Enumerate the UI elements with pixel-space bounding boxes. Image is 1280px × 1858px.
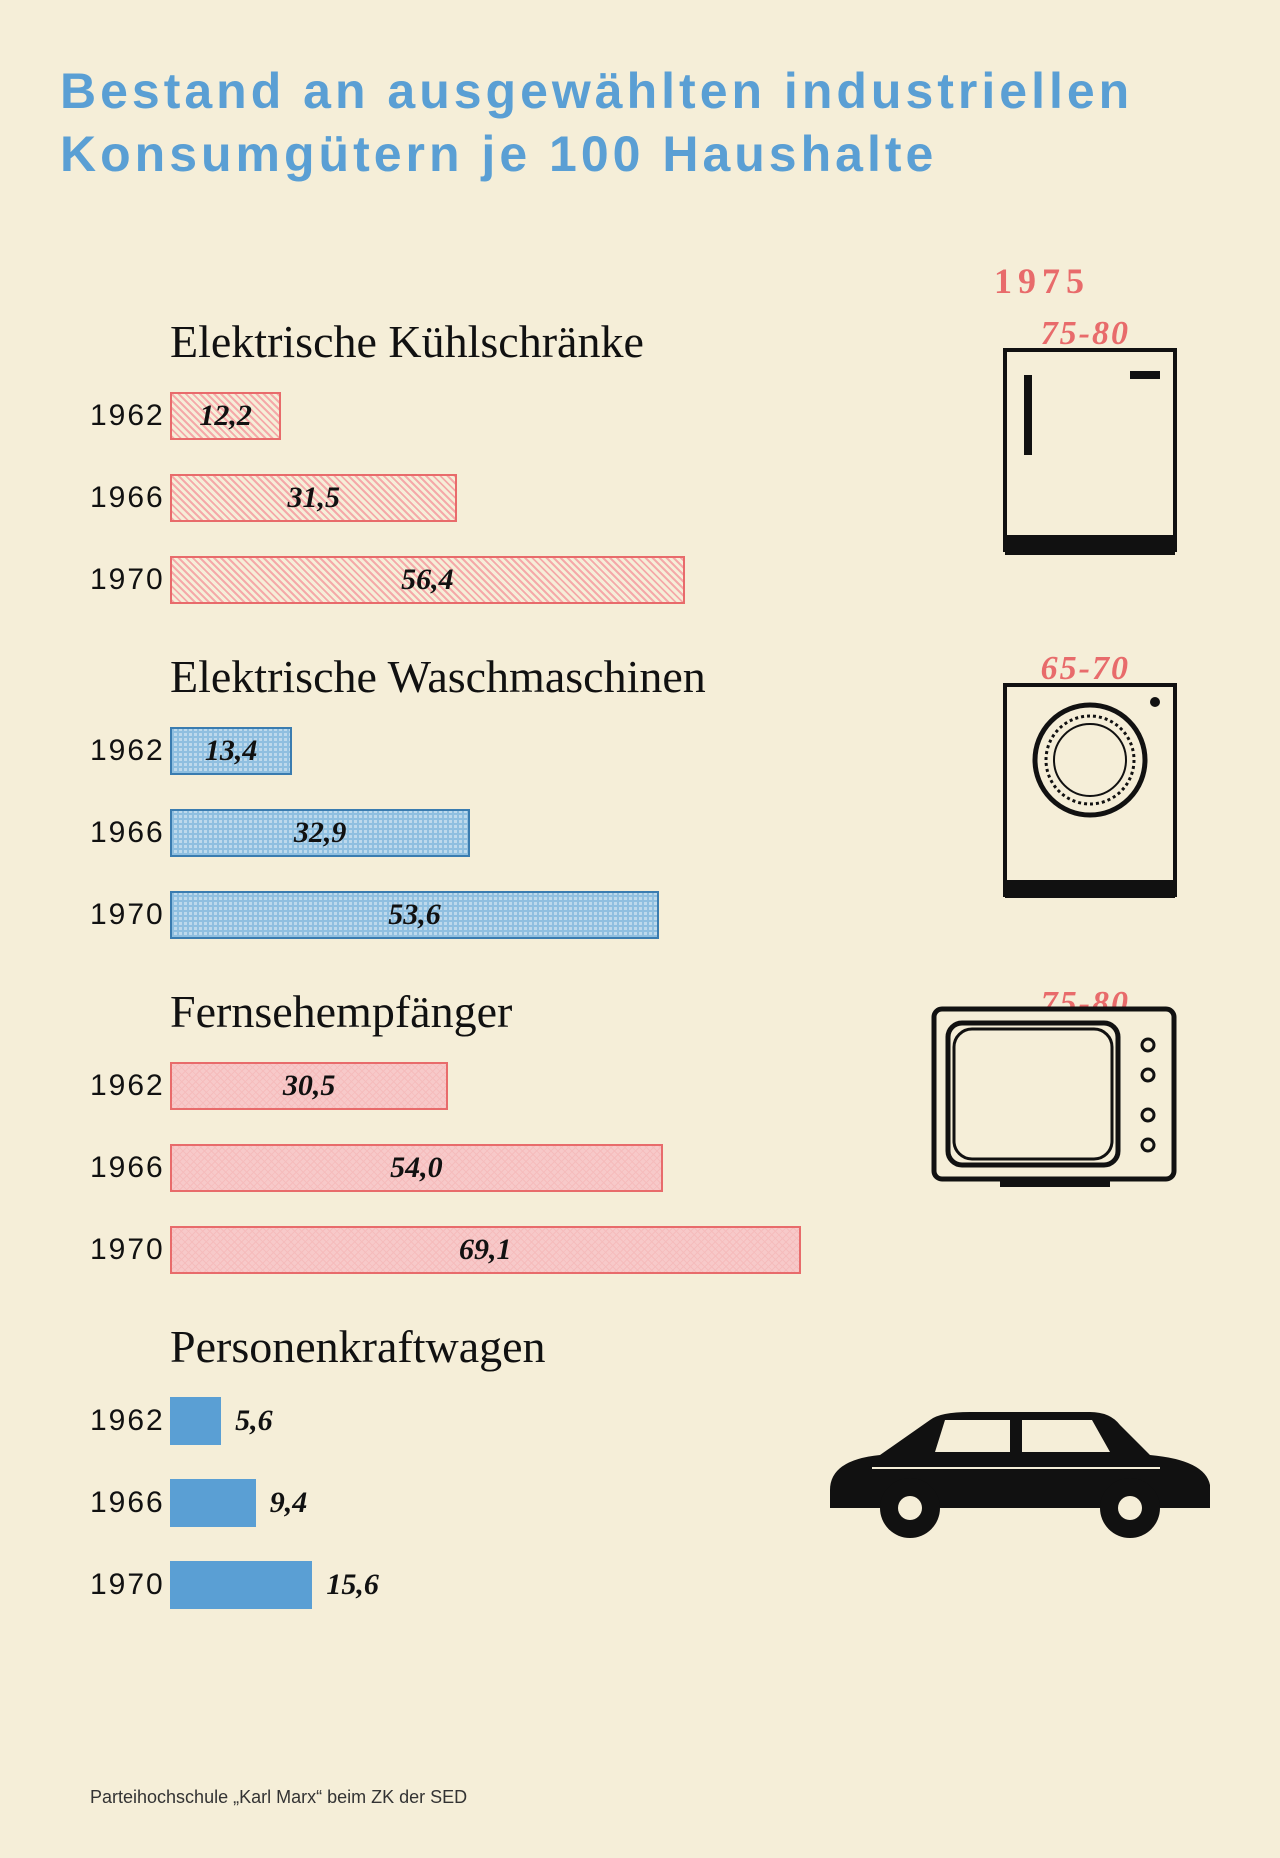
fridge-icon [1000, 345, 1180, 570]
bar-track: 12,2 [170, 392, 900, 440]
bar-value-label: 53,6 [388, 898, 441, 932]
bar-year: 1966 [90, 481, 170, 515]
section-title: Personenkraftwagen [170, 1320, 1220, 1373]
page: Bestand an ausgewählten industriellen Ko… [60, 60, 1220, 1798]
page-title: Bestand an ausgewählten industriellen Ko… [60, 60, 1220, 185]
chart-section: Elektrische Kühlschränke75-80196212,2196… [90, 315, 1220, 610]
title-line-1: Bestand an ausgewählten industriellen [60, 63, 1133, 119]
bar-track: 56,4 [170, 556, 900, 604]
washer-icon [1000, 680, 1180, 910]
target-year-label: 1975 [994, 260, 1090, 302]
bar-year: 1970 [90, 563, 170, 597]
bar-year: 1966 [90, 1486, 170, 1520]
bar-year: 1962 [90, 1069, 170, 1103]
bar [170, 1479, 256, 1527]
bar-value-label: 12,2 [199, 399, 252, 433]
chart-section: Elektrische Waschmaschinen65-70196213,41… [90, 650, 1220, 945]
bar-row: 1970 69,1 [90, 1220, 1220, 1280]
bar-track: 32,9 [170, 809, 900, 857]
bar-value-label: 30,5 [283, 1069, 336, 1103]
bar-track: 53,6 [170, 891, 900, 939]
bar-value-label: 69,1 [459, 1233, 512, 1267]
bar-year: 1962 [90, 734, 170, 768]
bar-year: 1970 [90, 1233, 170, 1267]
bar-value-label: 31,5 [287, 481, 340, 515]
bar-year: 1962 [90, 1404, 170, 1438]
bar-value-label: 56,4 [401, 563, 454, 597]
bar-track: 69,1 [170, 1226, 900, 1274]
chart-section: Fernsehempfänger75-80196230,5196654,0197… [90, 985, 1220, 1280]
bar-value-label: 13,4 [205, 734, 258, 768]
bar-year: 1970 [90, 1568, 170, 1602]
bar-year: 1970 [90, 898, 170, 932]
sections-container: Elektrische Kühlschränke75-80196212,2196… [60, 315, 1220, 1615]
bar-value-label: 32,9 [294, 816, 347, 850]
title-line-2: Konsumgütern je 100 Haushalte [60, 126, 937, 182]
chart-section: Personenkraftwagen1962 5,6 1966 9,4 1970 15,6 [90, 1320, 1220, 1615]
footer-credit: Parteihochschule „Karl Marx“ beim ZK der… [90, 1787, 467, 1808]
bar-track: 54,0 [170, 1144, 900, 1192]
bar-value-label: 9,4 [270, 1486, 308, 1520]
bar-year: 1966 [90, 816, 170, 850]
bar-track: 9,4 [170, 1479, 900, 1527]
bar-year: 1962 [90, 399, 170, 433]
bar-value-label: 15,6 [326, 1568, 379, 1602]
bar [170, 1397, 221, 1445]
bar-value-label: 5,6 [235, 1404, 273, 1438]
bar-value-label: 54,0 [390, 1151, 443, 1185]
bar-year: 1966 [90, 1151, 170, 1185]
bar-track: 13,4 [170, 727, 900, 775]
tv-icon [930, 1005, 1180, 1195]
bar [170, 1561, 312, 1609]
bar-track: 15,6 [170, 1561, 900, 1609]
bar-track: 31,5 [170, 474, 900, 522]
bar-track: 30,5 [170, 1062, 900, 1110]
bar-track: 5,6 [170, 1397, 900, 1445]
bar-row: 1970 15,6 [90, 1555, 1220, 1615]
